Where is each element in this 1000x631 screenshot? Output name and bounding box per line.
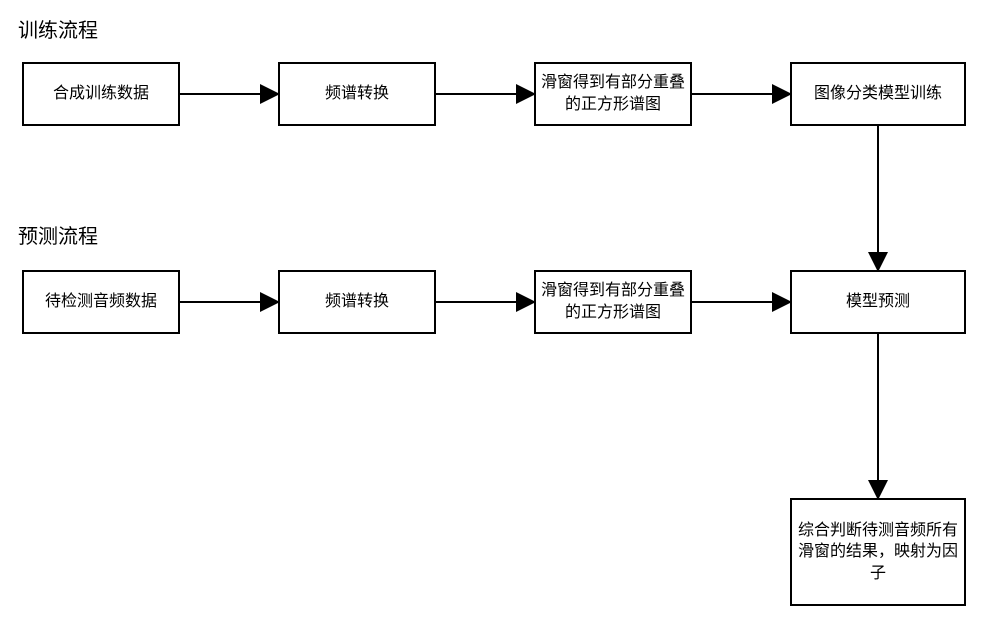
heading-prediction: 预测流程 bbox=[18, 220, 98, 249]
heading-training: 训练流程 bbox=[18, 14, 98, 43]
node-pred-spectrum: 频谱转换 bbox=[278, 270, 436, 334]
flowchart-canvas: 训练流程 预测流程 合成训练数据 频谱转换 滑窗得到有部分重叠的正方形谱图 图像… bbox=[0, 0, 1000, 631]
node-train-spectrum: 频谱转换 bbox=[278, 62, 436, 126]
node-train-sliding: 滑窗得到有部分重叠的正方形谱图 bbox=[534, 62, 692, 126]
node-train-synth-data: 合成训练数据 bbox=[22, 62, 180, 126]
node-pred-audio-input: 待检测音频数据 bbox=[22, 270, 180, 334]
node-pred-sliding: 滑窗得到有部分重叠的正方形谱图 bbox=[534, 270, 692, 334]
node-pred-model: 模型预测 bbox=[790, 270, 966, 334]
node-pred-aggregate: 综合判断待测音频所有滑窗的结果，映射为因子 bbox=[790, 498, 966, 606]
node-train-model: 图像分类模型训练 bbox=[790, 62, 966, 126]
